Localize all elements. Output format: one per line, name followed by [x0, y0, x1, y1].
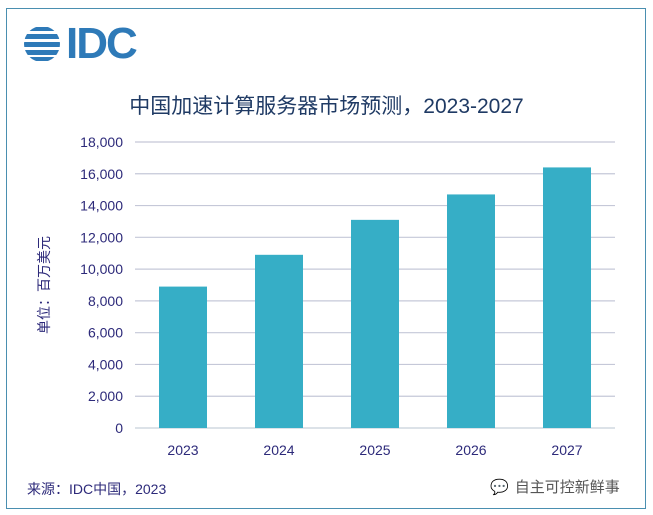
y-tick-label: 12,000 [80, 229, 123, 245]
bar-2024 [255, 254, 303, 428]
bar-2027 [543, 167, 591, 428]
bar-2026 [447, 194, 495, 428]
bar-2023 [159, 286, 207, 428]
y-tick-label: 2,000 [88, 388, 123, 404]
watermark: 💬 自主可控新鲜事 [490, 476, 620, 497]
idc-logo: IDC [22, 19, 138, 68]
x-tick-label: 2027 [551, 442, 582, 458]
y-tick-label: 16,000 [80, 166, 123, 182]
y-tick-label: 14,000 [80, 198, 123, 214]
idc-globe-icon [24, 27, 60, 61]
x-tick-label: 2023 [167, 442, 198, 458]
bar-2025 [351, 219, 399, 428]
wechat-icon: 💬 [490, 478, 509, 496]
watermark-text: 自主可控新鲜事 [514, 479, 620, 496]
x-tick-label: 2025 [359, 442, 390, 458]
y-tick-label: 8,000 [88, 293, 123, 309]
chart-frame [6, 8, 646, 509]
source-note: 来源：IDC中国，2023 [27, 481, 167, 497]
y-tick-label: 0 [115, 420, 123, 436]
y-tick-label: 18,000 [80, 134, 123, 150]
chart-title: 中国加速计算服务器市场预测，2023-2027 [129, 95, 524, 118]
y-tick-label: 4,000 [88, 356, 123, 372]
x-tick-label: 2024 [263, 442, 294, 458]
logo-text: IDC [66, 19, 138, 68]
x-tick-label: 2026 [455, 442, 486, 458]
y-tick-label: 10,000 [80, 261, 123, 277]
y-tick-label: 6,000 [88, 325, 123, 341]
